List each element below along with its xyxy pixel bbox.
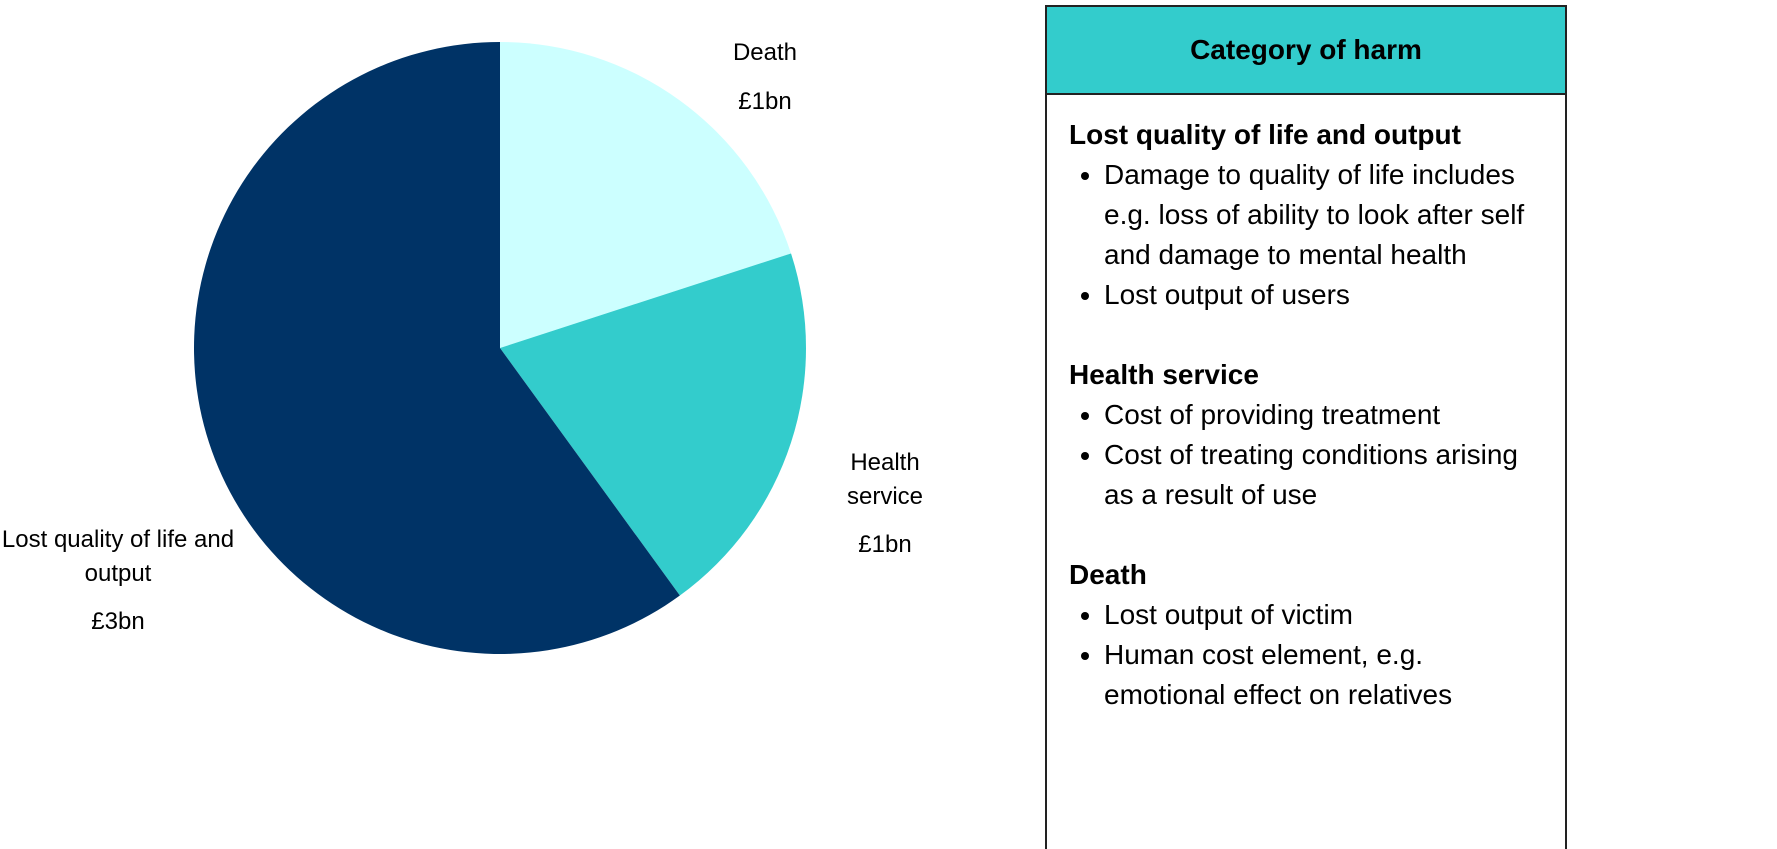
bullet-item: Damage to quality of life includes e.g. … [1104,155,1551,275]
bullet-list: Lost output of victimHuman cost element,… [1069,595,1551,715]
pie-chart [193,42,806,654]
bullet-list: Cost of providing treatmentCost of treat… [1069,395,1551,515]
section-heading: Death [1069,559,1147,590]
slice-value: £3bn [91,608,145,635]
panel-section: Lost quality of life and output Damage to… [1069,115,1551,315]
bullet-item: Lost output of users [1104,275,1551,315]
bullet-list: Damage to quality of life includes e.g. … [1069,155,1551,315]
pie-slice [500,253,806,596]
panel-body: Lost quality of life and output Damage to… [1047,95,1565,715]
slice-label: Lost quality of life and output [1,526,235,587]
pie-slice [500,42,792,348]
panel-section: Health service Cost of providing treatmen… [1069,355,1551,515]
slice-label: Health service [846,449,924,510]
panel-section: Death Lost output of victimHuman cost ele… [1069,555,1551,715]
bullet-item: Cost of treating conditions arising as a… [1104,435,1551,515]
slice-value: £1bn [858,531,912,558]
section-heading: Health service [1069,359,1259,390]
pie-slice [193,42,680,654]
category-panel: Category of harm Lost quality of life an… [1045,5,1567,849]
section-heading: Lost quality of life and output [1069,119,1461,150]
bullet-item: Lost output of victim [1104,595,1551,635]
bullet-item: Cost of providing treatment [1104,395,1551,435]
panel-title: Category of harm [1047,7,1565,95]
slice-label: Death [732,39,798,66]
slice-value: £1bn [738,88,792,115]
bullet-item: Human cost element, e.g. emotional effec… [1104,635,1551,715]
